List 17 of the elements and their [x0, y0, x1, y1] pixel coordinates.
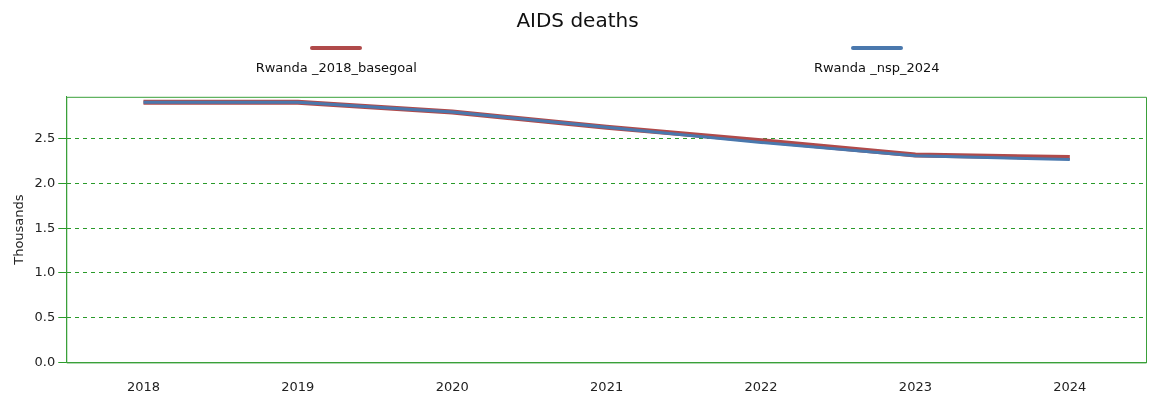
x-tick-label: 2019 [281, 378, 315, 394]
y-tick-label: 0.5 [34, 309, 56, 325]
chart-title: AIDS deaths [515, 8, 640, 34]
x-tick-label: 2024 [1053, 378, 1087, 394]
y-axis-title: Thousands [11, 194, 27, 266]
x-tick-label: 2022 [744, 378, 778, 394]
y-tick-label: 1.5 [34, 219, 56, 235]
y-tick-label: 1.0 [34, 264, 56, 280]
y-tick-label: 2.5 [34, 130, 56, 146]
x-tick-label: 2021 [590, 378, 624, 394]
x-tick-label: 2020 [435, 378, 469, 394]
legend-label: Rwanda _nsp_2024 [813, 60, 940, 75]
x-tick-label: 2023 [898, 378, 932, 394]
y-tick-label: 2.0 [34, 174, 56, 190]
y-tick-label: 0.0 [34, 353, 56, 369]
legend-label: Rwanda _2018_basegoal [255, 60, 417, 75]
x-tick-label: 2018 [126, 378, 161, 394]
